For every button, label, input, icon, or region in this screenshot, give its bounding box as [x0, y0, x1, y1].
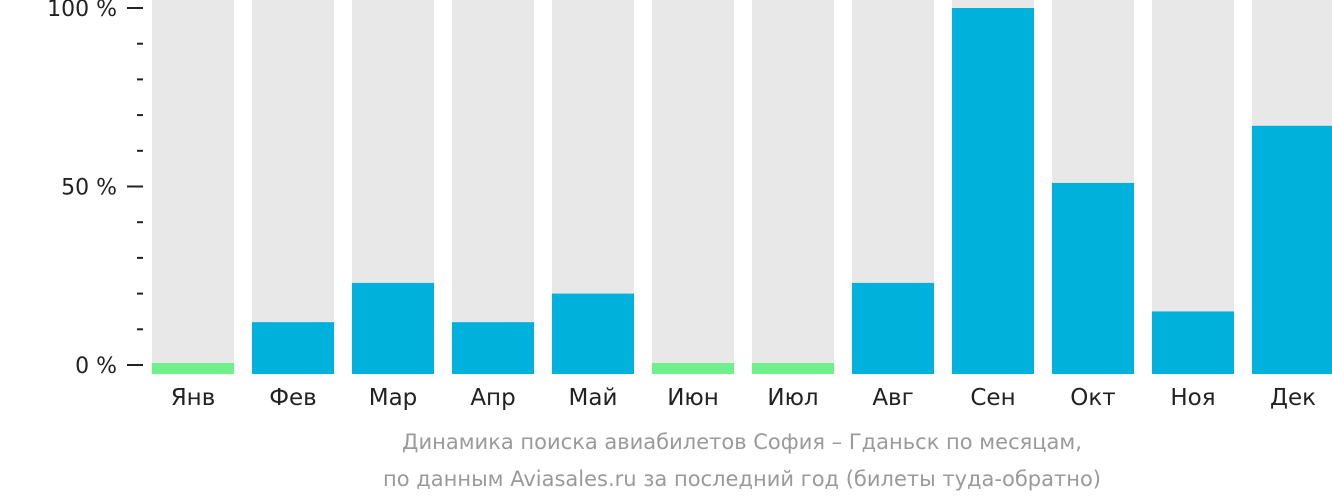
- bar-zero: [652, 363, 734, 374]
- bar: [1252, 125, 1332, 374]
- bar: [1052, 182, 1134, 374]
- y-tick-label: 50 %: [61, 176, 117, 201]
- bar: [1152, 311, 1234, 374]
- x-tick-label: Июн: [667, 385, 719, 411]
- y-tick-label: 0 %: [75, 354, 117, 379]
- bar: [352, 282, 434, 374]
- bar: [552, 293, 634, 374]
- y-tick-label: 100 %: [47, 0, 117, 22]
- x-tick-label: Окт: [1070, 385, 1115, 411]
- chart-caption-line-2: по данным Aviasales.ru за последний год …: [383, 467, 1101, 491]
- x-tick-label: Фев: [269, 385, 317, 411]
- bar: [952, 8, 1034, 374]
- bar-track: [452, 0, 534, 374]
- x-tick-label: Ноя: [1170, 385, 1215, 411]
- x-tick-label: Авг: [872, 385, 913, 411]
- bar-track: [652, 0, 734, 374]
- x-tick-label: Сен: [970, 385, 1015, 411]
- x-tick-label: Мар: [369, 385, 418, 411]
- bar-track: [252, 0, 334, 374]
- bar: [452, 322, 534, 374]
- chart-caption-line-1: Динамика поиска авиабилетов София – Гдан…: [402, 430, 1082, 454]
- y-axis: 0 % 50 % 100 %: [47, 0, 143, 379]
- bar: [252, 322, 334, 374]
- bar-track: [752, 0, 834, 374]
- bar-track: [152, 0, 234, 374]
- bar-zero: [752, 363, 834, 374]
- x-tick-label: Май: [569, 385, 618, 411]
- bar-zero: [152, 363, 234, 374]
- x-axis-labels: Янв Фев Мар Апр Май Июн Июл Авг Сен Окт Ноя Дек: [171, 385, 1316, 411]
- x-tick-label: Янв: [171, 385, 216, 411]
- x-tick-label: Июл: [767, 385, 818, 411]
- bar: [852, 282, 934, 374]
- x-tick-label: Апр: [470, 385, 515, 411]
- bars: [152, 0, 1332, 374]
- x-tick-label: Дек: [1270, 385, 1316, 411]
